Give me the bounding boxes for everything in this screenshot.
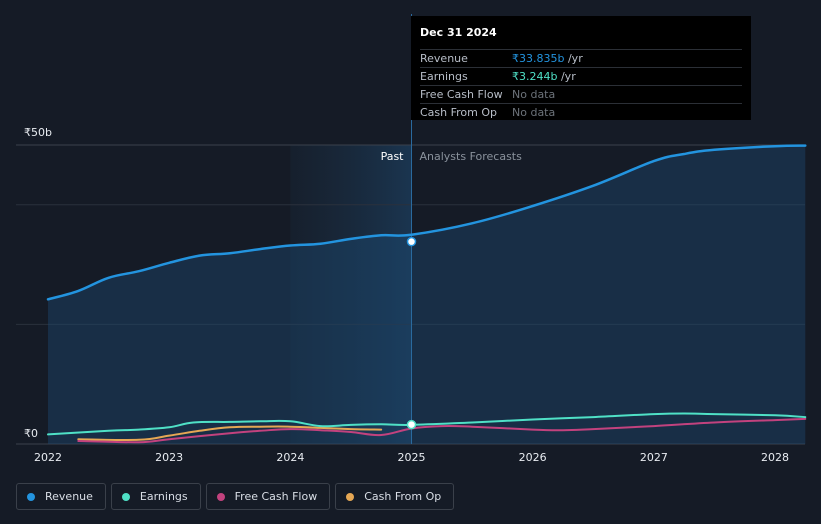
x-tick-label: 2024 [276,451,304,464]
past-region-shade [290,145,412,444]
revenue-area [48,145,806,444]
legend: Revenue Earnings Free Cash Flow Cash Fro… [16,483,459,510]
tooltip-value: No data [512,88,556,101]
earnings-marker [406,419,417,430]
x-tick-label: 2025 [398,451,426,464]
tooltip-value: No data [512,106,556,119]
tooltip-value: ₹33.835b [512,52,565,65]
legend-item-revenue[interactable]: Revenue [16,483,106,510]
legend-item-free-cash-flow[interactable]: Free Cash Flow [205,483,331,510]
tooltip: Dec 31 2024 Revenue ₹33.835b /yr Earning… [411,16,751,120]
tooltip-row-earnings: Earnings ₹3.244b /yr [420,67,742,85]
tooltip-row-cash-from-op: Cash From Op No data [420,103,742,121]
y-tick-label: ₹0 [24,427,38,440]
legend-item-earnings[interactable]: Earnings [110,483,201,510]
earnings-dot-icon [121,492,130,501]
revenue-line [46,144,807,301]
x-tick-label: 2022 [34,451,62,464]
legend-item-cash-from-op[interactable]: Cash From Op [335,483,455,510]
past-label: Past [381,150,405,163]
tooltip-row-revenue: Revenue ₹33.835b /yr [420,49,742,67]
tooltip-label: Free Cash Flow [420,88,503,101]
free-cash-flow-dot-icon [216,492,225,501]
forecast-label: Analysts Forecasts [420,150,523,163]
tooltip-value: ₹3.244b [512,70,558,83]
earnings-line [47,412,807,436]
legend-label: Revenue [45,490,93,503]
x-tick-label: 2023 [155,451,183,464]
tooltip-unit: /yr [564,52,583,65]
tooltip-label: Earnings [420,70,468,83]
x-tick-label: 2028 [761,451,789,464]
cash-from-op-dot-icon [346,492,355,501]
legend-label: Free Cash Flow [234,490,318,503]
tooltip-label: Revenue [420,52,468,65]
legend-label: Cash From Op [364,490,442,503]
legend-label: Earnings [139,490,188,503]
revenue-marker [406,236,417,247]
tooltip-unit: /yr [557,70,576,83]
tooltip-date: Dec 31 2024 [420,26,497,39]
tooltip-label: Cash From Op [420,106,498,119]
x-tick-label: 2027 [640,451,668,464]
tooltip-row-free-cash-flow: Free Cash Flow No data [420,85,742,103]
x-tick-label: 2026 [519,451,547,464]
cash-from-op-line [77,425,383,442]
revenue-dot-icon [27,492,35,501]
y-tick-label: ₹50b [24,126,52,139]
